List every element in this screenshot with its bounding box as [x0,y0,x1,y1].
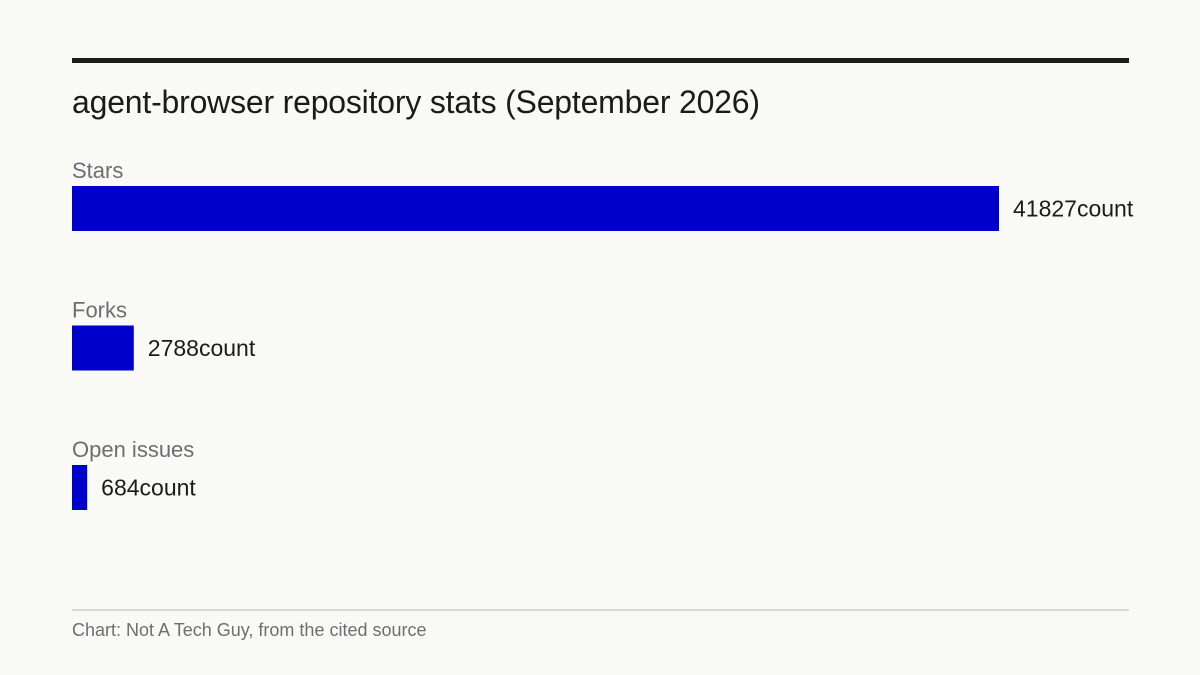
category-label-stars: Stars [72,158,123,183]
chart-source: Chart: Not A Tech Guy, from the cited so… [72,620,427,640]
bottom-rule [72,609,1129,611]
category-label-open-issues: Open issues [72,437,194,462]
top-rule [72,58,1129,63]
value-label-forks: 2788count [148,335,256,361]
bar-forks [72,325,134,371]
category-label-forks: Forks [72,298,127,323]
value-label-open-issues: 684count [101,475,196,501]
bar-open-issues [72,465,88,510]
bar-stars [72,186,999,231]
value-label-stars: 41827count [1013,196,1134,222]
chart-title: agent-browser repository stats (Septembe… [72,84,760,120]
